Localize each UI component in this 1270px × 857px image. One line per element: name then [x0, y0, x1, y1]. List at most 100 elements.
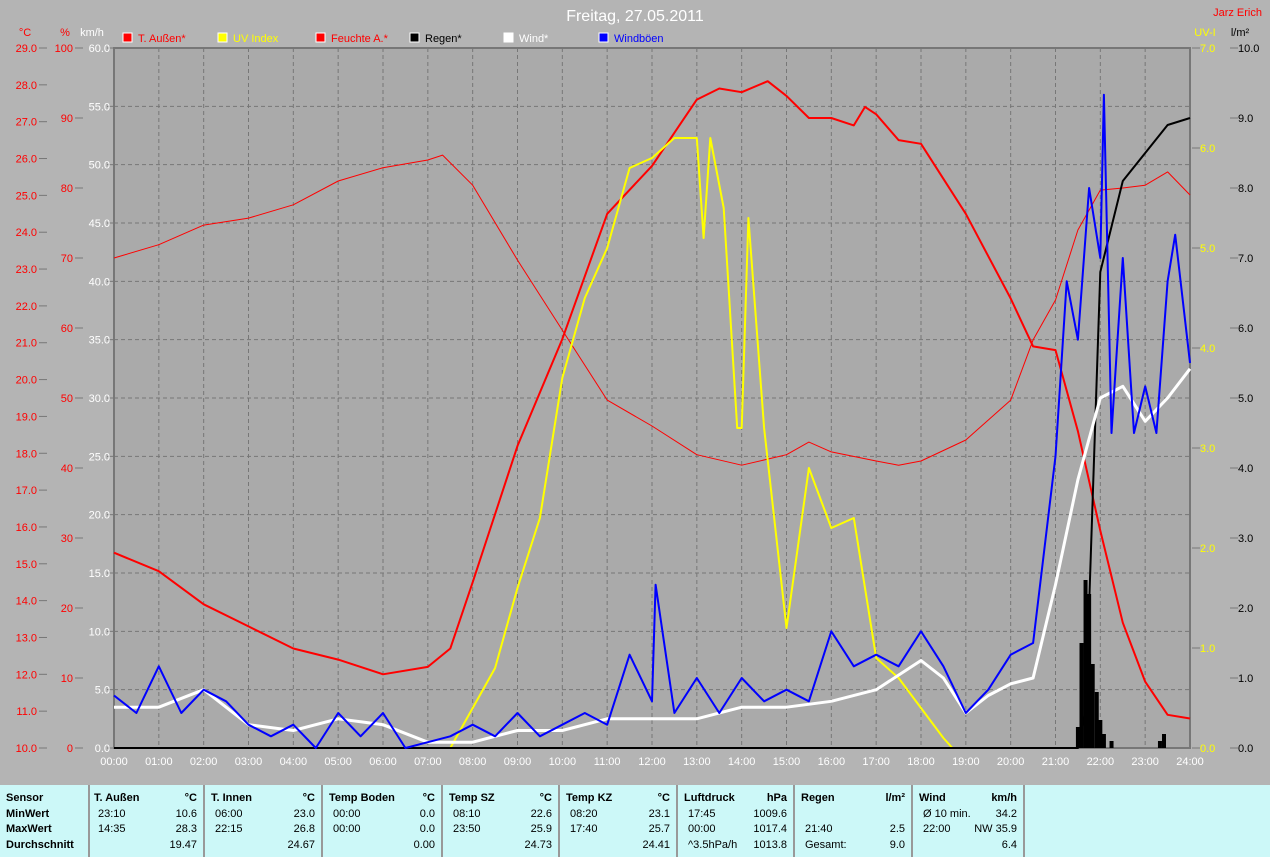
wind-axis-tick-label: 60.0 — [89, 43, 110, 55]
row-label: MaxWert — [6, 823, 52, 835]
cell-time: 00:00 — [688, 823, 716, 835]
column-unit: hPa — [766, 792, 787, 804]
x-tick-label: 09:00 — [504, 756, 532, 768]
x-tick-label: 22:00 — [1087, 756, 1115, 768]
x-tick-label: 12:00 — [638, 756, 666, 768]
column-name: Temp SZ — [449, 792, 495, 804]
cell-time: ^3.5hPa/h — [688, 838, 738, 851]
series-regen — [114, 117, 1191, 749]
x-tick-label: 03:00 — [235, 756, 263, 768]
rain-bar — [1083, 580, 1088, 748]
cell-value: 26.8 — [293, 823, 315, 835]
x-tick-label: 10:00 — [549, 756, 577, 768]
stats-column: Wind km/h Ø 10 min. 34.2 22:00 NW 35.9 6.4 — [913, 785, 1025, 857]
hum-axis-tick-label: 60 — [61, 323, 73, 335]
cell-value: 0.0 — [419, 807, 435, 820]
x-tick-label: 18:00 — [907, 756, 935, 768]
rain-axis-tick-label: 5.0 — [1238, 393, 1253, 405]
temp-axis-tick-label: 18.0 — [16, 448, 37, 460]
uv-axis-tick-label: 3.0 — [1200, 443, 1215, 455]
legend-label: Feuchte A.* — [331, 33, 389, 45]
hum-axis-tick-label: 0 — [67, 743, 73, 755]
temp-axis-tick-label: 24.0 — [16, 227, 37, 239]
cell-value: NW 35.9 — [974, 823, 1017, 835]
hum-axis-tick-label: 100 — [55, 43, 73, 55]
column-unit: °C — [302, 792, 315, 804]
cell-time — [329, 839, 333, 855]
cell-value: 24.73 — [524, 838, 552, 851]
temp-axis-unit: °C — [19, 27, 31, 39]
rain-axis-tick-label: 6.0 — [1238, 323, 1253, 335]
temp-axis-tick-label: 14.0 — [16, 596, 37, 608]
wind-axis-tick-label: 45.0 — [89, 218, 110, 230]
rain-bar — [1161, 734, 1166, 748]
stats-column: Temp Boden °C 00:00 0.0 00:00 0.0 0.00 — [323, 785, 443, 857]
rain-axis-tick-label: 4.0 — [1238, 463, 1253, 475]
legend-label: Wind* — [519, 33, 549, 45]
row-label: Durchschnitt — [6, 838, 74, 851]
temp-axis-tick-label: 22.0 — [16, 301, 37, 313]
x-tick-label: 04:00 — [280, 756, 308, 768]
uv-axis-tick-label: 5.0 — [1200, 243, 1215, 255]
cell-time — [211, 839, 215, 855]
series-windböen — [113, 93, 1191, 749]
x-tick-label: 00:00 — [100, 756, 128, 768]
cell-time: Gesamt: — [805, 838, 847, 851]
cell-time: 08:10 — [453, 807, 481, 820]
cell-time — [919, 839, 923, 855]
x-tick-label: 19:00 — [952, 756, 980, 768]
legend-swatch — [409, 32, 420, 43]
cell-time: 14:35 — [98, 823, 126, 835]
x-tick-label: 11:00 — [594, 756, 621, 768]
wind-axis-tick-label: 40.0 — [89, 276, 110, 288]
series-feuchte-a — [113, 154, 1191, 466]
column-name: Temp KZ — [566, 792, 613, 804]
wind-axis-tick-label: 20.0 — [89, 510, 110, 522]
hum-axis-tick-label: 80 — [61, 183, 73, 195]
series — [113, 80, 1192, 749]
rain-bar — [1157, 741, 1162, 748]
hum-axis-unit: % — [60, 27, 70, 39]
rain-axis-tick-label: 3.0 — [1238, 533, 1253, 545]
rain-axis-tick-label: 8.0 — [1238, 183, 1253, 195]
column-unit: °C — [422, 792, 435, 804]
cell-value: 6.4 — [1001, 838, 1017, 851]
user-name: Jarz Erich — [1213, 7, 1262, 19]
stats-column: Temp SZ °C 08:10 22.6 23:50 25.9 24.73 — [443, 785, 560, 857]
stats-column: T. Innen °C 06:00 23.0 22:15 26.8 24.67 — [205, 785, 323, 857]
cell-time: 08:20 — [570, 807, 598, 820]
legend-swatch — [122, 32, 133, 43]
column-name: T. Innen — [211, 792, 252, 804]
legend-label: Windböen — [614, 33, 664, 45]
rain-bar — [1090, 664, 1095, 748]
uv-axis-tick-label: 2.0 — [1200, 543, 1215, 555]
x-tick-label: 13:00 — [683, 756, 711, 768]
column-name: Regen — [801, 792, 835, 804]
hum-axis-tick-label: 10 — [61, 673, 73, 685]
temp-axis-tick-label: 20.0 — [16, 375, 37, 387]
cell-value: 28.3 — [175, 823, 197, 835]
rain-bar — [1087, 594, 1092, 748]
cell-time: 17:45 — [688, 807, 716, 820]
legend-swatch — [503, 32, 514, 43]
series-wind — [114, 367, 1192, 744]
row-labels: Sensor MinWert MaxWert Durchschnitt — [0, 785, 90, 857]
x-tick-label: 15:00 — [773, 756, 801, 768]
x-tick-label: 05:00 — [324, 756, 352, 768]
cell-value: 23.1 — [648, 807, 670, 820]
legend-label: Regen* — [425, 33, 462, 45]
legend-label: T. Außen* — [138, 33, 186, 45]
x-tick-label: 07:00 — [414, 756, 442, 768]
cell-value: 25.7 — [648, 823, 670, 835]
stats-column: T. Außen °C 23:10 10.6 14:35 28.3 19.47 — [88, 785, 205, 857]
column-name: Temp Boden — [329, 792, 395, 804]
temp-axis-tick-label: 29.0 — [16, 43, 37, 55]
series-t-au-en — [113, 80, 1191, 720]
axis-ticks: 00:00 01:00 02:00 03:00 04:00 05:00 06:00 07:00… — [16, 43, 1260, 768]
uv-axis-tick-label: 4.0 — [1200, 343, 1215, 355]
cell-time: 23:10 — [98, 807, 126, 820]
cell-value: 10.6 — [175, 807, 197, 820]
weather-chart: Freitag, 27.05.2011 Jarz Erich T. Außen*… — [16, 7, 1262, 768]
wind-axis-tick-label: 10.0 — [89, 626, 110, 638]
rain-bar — [1098, 720, 1103, 748]
